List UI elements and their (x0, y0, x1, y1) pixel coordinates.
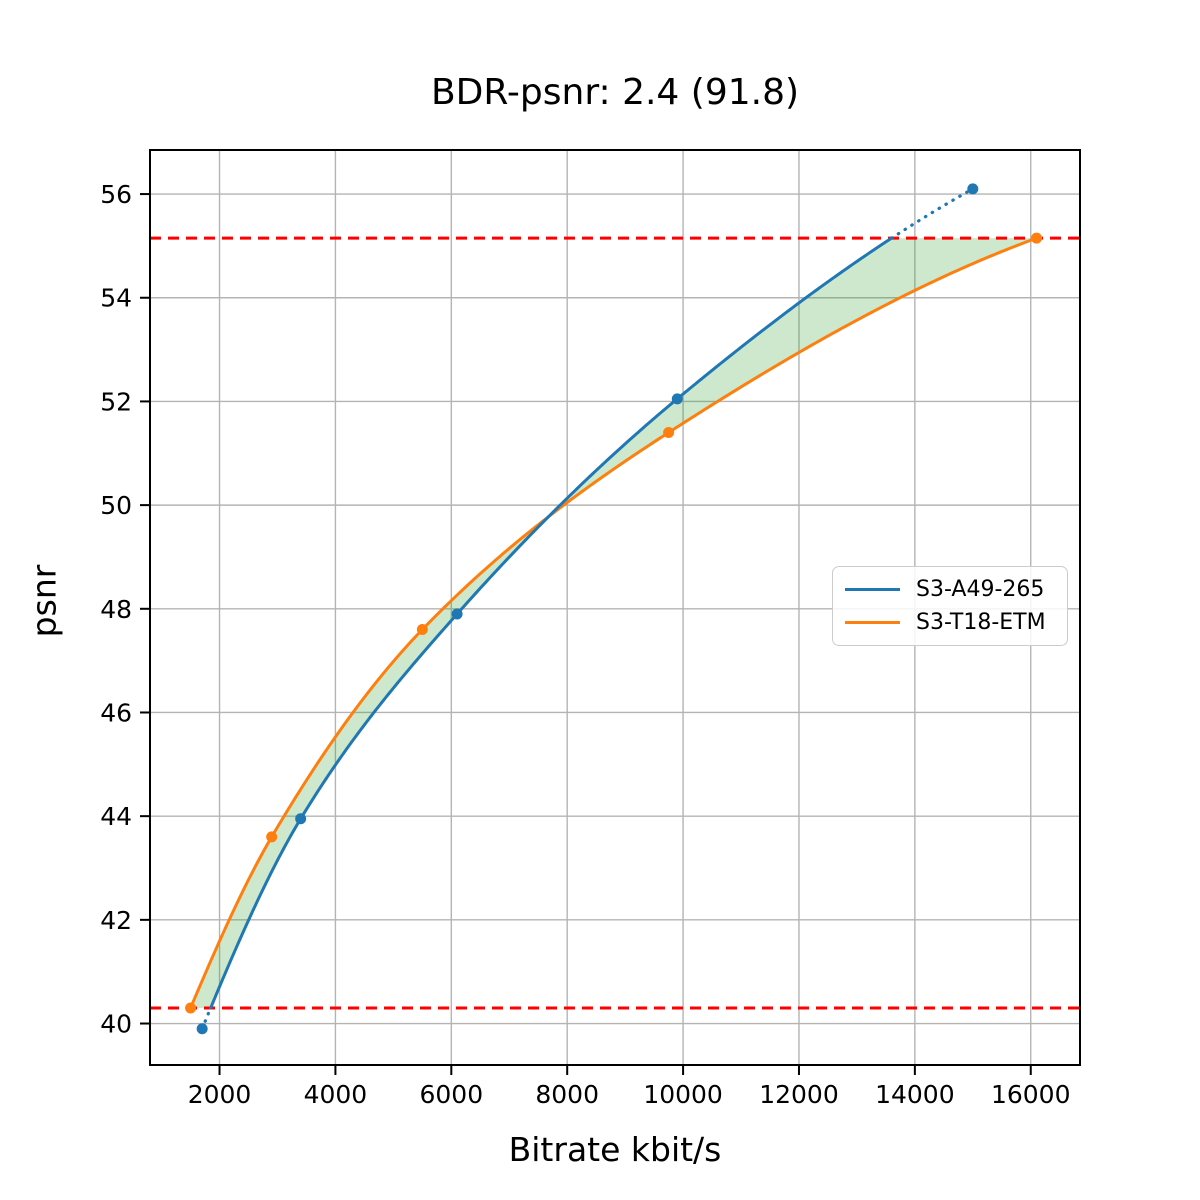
x-tick-label-10000: 10000 (643, 1080, 723, 1109)
legend-entry-series-0: S3-A49-265 (845, 577, 1055, 602)
y-tick-label-52: 52 (100, 387, 132, 416)
x-tick-label-8000: 8000 (535, 1080, 599, 1109)
y-axis-label: psnr (24, 564, 64, 638)
data-point-s3-t18-etm-3 (663, 427, 675, 439)
legend-line-sample-blue (845, 588, 900, 591)
data-point-s3-t18-etm-1 (266, 831, 278, 843)
x-tick-label-14000: 14000 (875, 1080, 955, 1109)
series-curve-s3-t18-etm (189, 236, 1039, 1010)
y-tick-label-40: 40 (100, 1010, 132, 1039)
data-point-s3-t18-etm-4 (1031, 232, 1043, 244)
data-point-s3-a49-265-4 (967, 183, 979, 195)
legend-label-series-1: S3-T18-ETM (916, 610, 1046, 635)
y-tick-label-56: 56 (100, 180, 132, 209)
plot-spines (149, 149, 1081, 1066)
chart-title: BDR-psnr: 2.4 (91.8) (430, 72, 800, 113)
data-point-s3-a49-265-0 (196, 1023, 208, 1035)
legend-label-series-0: S3-A49-265 (916, 577, 1045, 602)
legend: S3-A49-265 S3-T18-ETM (832, 566, 1068, 646)
x-tick-label-16000: 16000 (991, 1080, 1071, 1109)
data-point-s3-a49-265-1 (295, 813, 307, 825)
y-tick-label-50: 50 (100, 491, 132, 520)
series-curve-s3-a49-265-dotted-high (890, 187, 975, 240)
x-tick-label-4000: 4000 (304, 1080, 368, 1109)
x-axis-label: Bitrate kbit/s (508, 1130, 722, 1169)
y-tick-label-54: 54 (100, 284, 132, 313)
series-curve-s3-a49-265 (209, 236, 894, 1010)
legend-line-sample-orange (845, 621, 900, 624)
x-tick-label-6000: 6000 (419, 1080, 483, 1109)
data-point-s3-a49-265-3 (671, 393, 683, 405)
y-tick-label-48: 48 (100, 595, 132, 624)
data-point-s3-t18-etm-0 (185, 1002, 197, 1014)
y-tick-label-44: 44 (100, 802, 132, 831)
y-tick-label-46: 46 (100, 698, 132, 727)
x-tick-label-2000: 2000 (188, 1080, 252, 1109)
x-tick-label-12000: 12000 (759, 1080, 839, 1109)
y-tick-label-42: 42 (100, 906, 132, 935)
data-point-s3-a49-265-2 (451, 608, 463, 620)
data-point-s3-t18-etm-2 (416, 624, 428, 636)
legend-entry-series-1: S3-T18-ETM (845, 610, 1055, 635)
